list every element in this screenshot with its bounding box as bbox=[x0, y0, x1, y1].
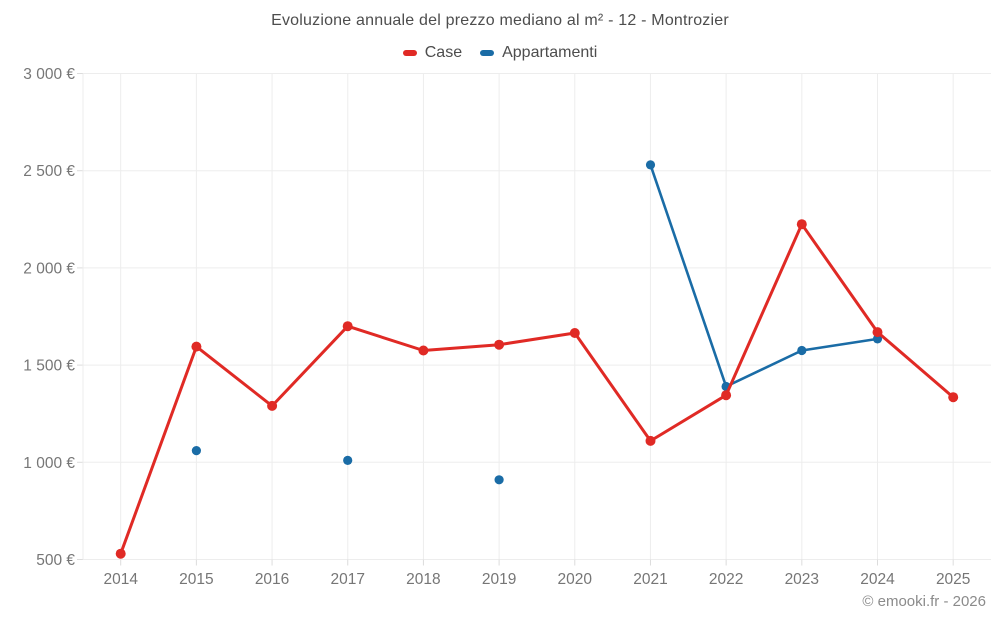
data-point-appartamenti-2019[interactable] bbox=[494, 475, 504, 485]
copyright: © emooki.fr - 2026 bbox=[862, 593, 986, 610]
legend-swatch-appartamenti-icon bbox=[480, 50, 495, 56]
x-tick-label: 2020 bbox=[558, 571, 593, 588]
legend-item-case[interactable]: Case bbox=[402, 44, 463, 62]
data-point-case-2014[interactable] bbox=[115, 548, 126, 559]
legend: Case Appartamenti bbox=[0, 44, 1000, 62]
data-point-appartamenti-2021[interactable] bbox=[645, 160, 656, 170]
data-point-case-2022[interactable] bbox=[721, 390, 732, 401]
data-point-case-2021[interactable] bbox=[645, 435, 656, 446]
data-point-appartamenti-2017[interactable] bbox=[343, 455, 353, 465]
data-point-case-2018[interactable] bbox=[418, 345, 429, 356]
x-tick-label: 2019 bbox=[482, 571, 516, 588]
y-tick-label: 3 000 € bbox=[23, 66, 75, 83]
y-tick-label: 1 500 € bbox=[23, 358, 75, 375]
x-tick-label: 2022 bbox=[709, 571, 743, 588]
x-tick-label: 2025 bbox=[936, 571, 970, 588]
x-tick-label: 2023 bbox=[785, 571, 819, 588]
data-point-appartamenti-2024[interactable] bbox=[872, 334, 883, 344]
x-tick-label: 2016 bbox=[255, 571, 289, 588]
x-tick-label: 2014 bbox=[103, 571, 138, 588]
x-tick-label: 2024 bbox=[860, 571, 895, 588]
series-line-appartamenti bbox=[649, 163, 879, 388]
chart-title: Evoluzione annuale del prezzo mediano al… bbox=[271, 12, 729, 29]
x-tick-label: 2017 bbox=[330, 571, 364, 588]
data-point-case-2019[interactable] bbox=[494, 339, 505, 350]
y-tick-label: 500 € bbox=[36, 552, 75, 569]
series-line-case bbox=[119, 222, 955, 556]
y-tick-label: 2 500 € bbox=[23, 163, 75, 180]
data-point-appartamenti-2023[interactable] bbox=[797, 345, 807, 356]
y-tick-label: 1 000 € bbox=[23, 455, 75, 472]
data-point-case-2025[interactable] bbox=[948, 392, 959, 403]
data-point-case-2024[interactable] bbox=[872, 327, 883, 338]
data-point-case-2023[interactable] bbox=[796, 219, 807, 230]
x-tick-label: 2015 bbox=[179, 571, 213, 588]
legend-swatch-case-icon bbox=[402, 50, 417, 56]
y-tick-label: 2 000 € bbox=[23, 260, 75, 277]
x-tick-label: 2018 bbox=[406, 571, 440, 588]
data-point-case-2017[interactable] bbox=[342, 321, 353, 332]
legend-label-appartamenti: Appartamenti bbox=[502, 44, 598, 61]
data-point-case-2016[interactable] bbox=[267, 400, 278, 411]
data-point-case-2015[interactable] bbox=[191, 341, 202, 352]
legend-item-appartamenti[interactable]: Appartamenti bbox=[480, 44, 597, 62]
data-point-appartamenti-2015[interactable] bbox=[191, 446, 201, 456]
x-tick-label: 2021 bbox=[633, 571, 667, 588]
legend-label-case: Case bbox=[424, 44, 463, 61]
data-point-case-2020[interactable] bbox=[569, 328, 580, 338]
